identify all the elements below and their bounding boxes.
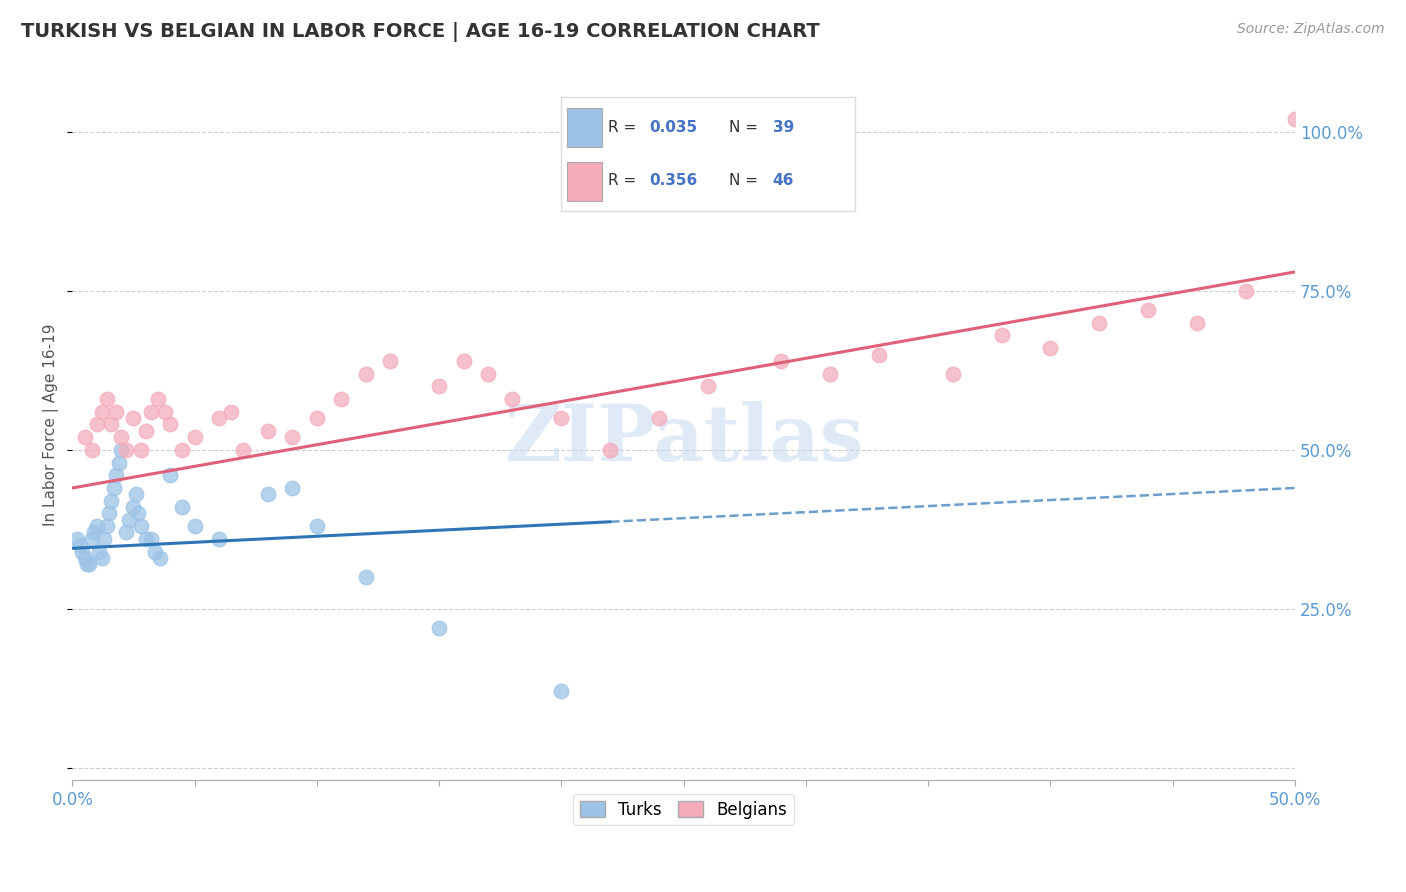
Point xyxy=(89,544,111,558)
Point xyxy=(96,519,118,533)
Point xyxy=(305,519,328,533)
Point xyxy=(1039,341,1062,355)
Point xyxy=(135,532,157,546)
Point xyxy=(380,354,402,368)
Point xyxy=(820,367,842,381)
Point xyxy=(83,525,105,540)
Point xyxy=(770,354,793,368)
Point xyxy=(76,558,98,572)
Point xyxy=(66,532,89,546)
Point xyxy=(146,392,169,406)
Point xyxy=(145,544,167,558)
Point xyxy=(98,507,121,521)
Point xyxy=(139,405,162,419)
Point xyxy=(257,424,280,438)
Point xyxy=(127,507,149,521)
Point xyxy=(73,430,96,444)
Point xyxy=(354,367,377,381)
Point xyxy=(110,430,132,444)
Point xyxy=(172,500,194,514)
Text: ZIPatlas: ZIPatlas xyxy=(503,401,863,476)
Point xyxy=(1088,316,1111,330)
Point xyxy=(115,525,138,540)
Point xyxy=(942,367,965,381)
Point xyxy=(330,392,353,406)
Point xyxy=(550,411,572,425)
Point xyxy=(122,411,145,425)
Point xyxy=(232,442,254,457)
Point xyxy=(80,442,103,457)
Point xyxy=(149,550,172,565)
Point xyxy=(477,367,499,381)
Point xyxy=(159,417,181,432)
Point xyxy=(103,481,125,495)
Point xyxy=(257,487,280,501)
Point xyxy=(107,456,129,470)
Point xyxy=(125,487,148,501)
Point xyxy=(93,532,115,546)
Y-axis label: In Labor Force | Age 16-19: In Labor Force | Age 16-19 xyxy=(44,323,59,525)
Point xyxy=(1234,284,1257,298)
Text: TURKISH VS BELGIAN IN LABOR FORCE | AGE 16-19 CORRELATION CHART: TURKISH VS BELGIAN IN LABOR FORCE | AGE … xyxy=(21,22,820,42)
Point xyxy=(990,328,1012,343)
Point xyxy=(427,379,450,393)
Point xyxy=(122,500,145,514)
Point xyxy=(427,621,450,635)
Text: Source: ZipAtlas.com: Source: ZipAtlas.com xyxy=(1237,22,1385,37)
Point xyxy=(90,405,112,419)
Point xyxy=(208,411,231,425)
Point xyxy=(502,392,524,406)
Point xyxy=(1284,112,1306,127)
Point xyxy=(135,424,157,438)
Point xyxy=(139,532,162,546)
Point xyxy=(453,354,475,368)
Point xyxy=(281,430,304,444)
Point xyxy=(86,519,108,533)
Point xyxy=(90,550,112,565)
Point xyxy=(69,538,91,552)
Point xyxy=(96,392,118,406)
Point xyxy=(354,570,377,584)
Point xyxy=(1137,303,1160,318)
Point xyxy=(117,513,139,527)
Point xyxy=(80,532,103,546)
Point xyxy=(172,442,194,457)
Point xyxy=(305,411,328,425)
Point xyxy=(129,442,152,457)
Point xyxy=(86,417,108,432)
Point xyxy=(70,544,93,558)
Point xyxy=(599,442,621,457)
Point xyxy=(1185,316,1208,330)
Point xyxy=(868,347,890,361)
Point xyxy=(155,405,177,419)
Point xyxy=(550,684,572,698)
Point xyxy=(100,493,122,508)
Point xyxy=(129,519,152,533)
Point xyxy=(105,468,128,483)
Point xyxy=(183,519,205,533)
Point xyxy=(73,550,96,565)
Point xyxy=(219,405,242,419)
Point xyxy=(183,430,205,444)
Point xyxy=(110,442,132,457)
Legend: Turks, Belgians: Turks, Belgians xyxy=(574,794,794,825)
Point xyxy=(697,379,720,393)
Point xyxy=(208,532,231,546)
Point xyxy=(159,468,181,483)
Point xyxy=(648,411,671,425)
Point xyxy=(281,481,304,495)
Point xyxy=(100,417,122,432)
Point xyxy=(105,405,128,419)
Point xyxy=(79,558,101,572)
Point xyxy=(115,442,138,457)
